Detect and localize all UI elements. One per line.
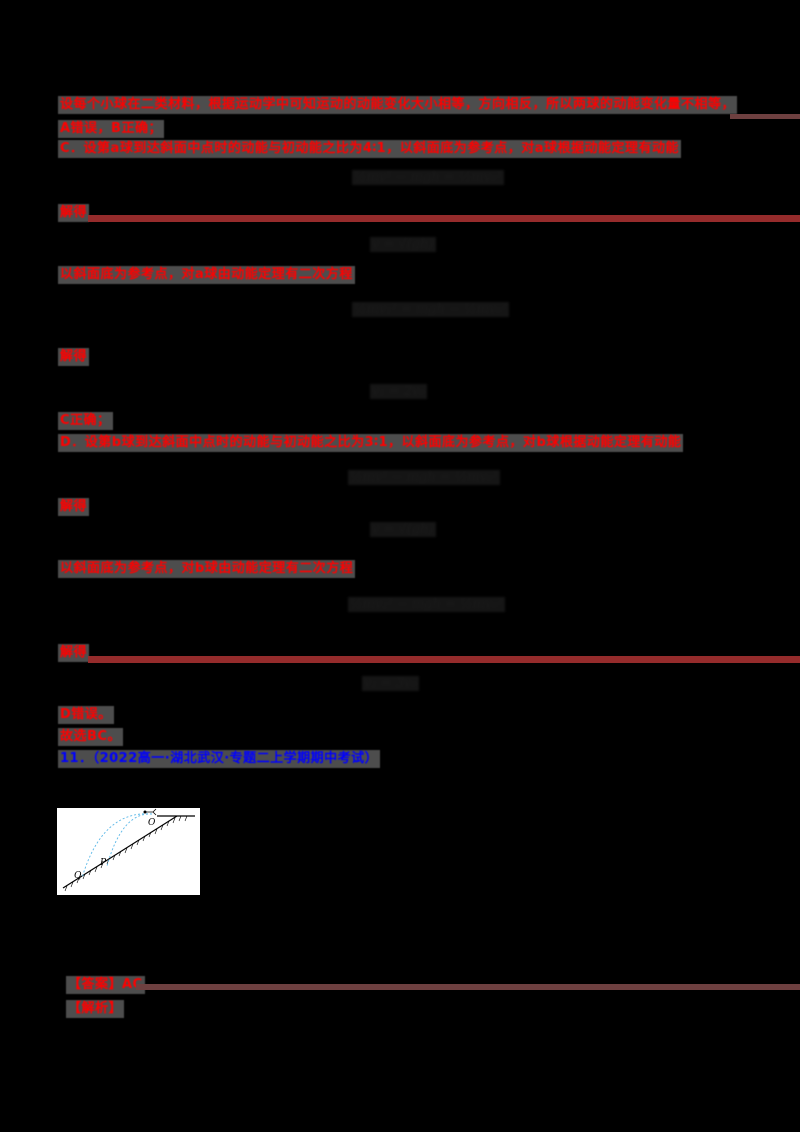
text-line: 设每个小球在二类材料，根据运动学中可知运动的动能变化大小相等，方向相反，所以两球… [58, 96, 738, 114]
solution-text: D．设第b球到达斜面中点时的动能与初动能之比为3∶1，以斜面底为参考点，对b球根… [58, 434, 684, 452]
solution-text: 解得 [58, 204, 90, 222]
divider-rule [88, 215, 800, 222]
text-line: A错误，B正确； [58, 120, 164, 138]
formula-text: ½mv₁² = mgh − ½mv₀² [352, 302, 509, 317]
text-line: D错误。 [58, 706, 114, 724]
solution-text: 解得 [58, 498, 90, 516]
text-line: 故选BC。 [58, 728, 123, 746]
text-line: C．设第a球到达斜面中点时的动能与初动能之比为4∶1，以斜面底为参考点，对a球根… [58, 140, 681, 158]
solution-text: 故选BC。 [58, 728, 123, 746]
solution-text: 以斜面底为参考点，对b球由动能定理有二次方程 [58, 560, 356, 578]
solution-text: C正确； [58, 412, 113, 430]
formula-text: v = √(gh) [370, 237, 436, 252]
text-line: 解得 [58, 498, 90, 516]
formula: v₁ = 2v₀ [370, 384, 427, 399]
solution-text: A错误，B正确； [58, 120, 164, 138]
formula: ½mv₁² = mgh − ½mv₀² [352, 302, 509, 317]
formula-text: ½mv² − mgh = ½mv₀² [348, 470, 500, 485]
solution-text: C．设第a球到达斜面中点时的动能与初动能之比为4∶1，以斜面底为参考点，对a球根… [58, 140, 681, 158]
solution-text: 设每个小球在二类材料，根据运动学中可知运动的动能变化大小相等，方向相反，所以两球… [58, 96, 738, 114]
analysis-line: 【解析】 [66, 1000, 125, 1018]
text-line: C正确； [58, 412, 113, 430]
label-o: O [148, 818, 156, 828]
question-line: 11．（2022高一·湖北武汉·专题二上学期期中考试） [58, 750, 381, 768]
slope-projectile-figure: O P Q [57, 808, 200, 895]
answer-line: 【答案】AC [66, 976, 145, 994]
answer-text: 【答案】AC [66, 976, 145, 994]
formula: ½mv₂² − mgh = ½mv₀² [348, 597, 505, 612]
formula-text: ½mv² − mgh = ½mv₀² [352, 170, 504, 185]
solution-text: 以斜面底为参考点，对a球由动能定理有二次方程 [58, 266, 355, 284]
text-line: 解得 [58, 644, 90, 662]
slope-diagram: O P Q [62, 808, 195, 892]
text-line: 以斜面底为参考点，对b球由动能定理有二次方程 [58, 560, 356, 578]
text-line: 以斜面底为参考点，对a球由动能定理有二次方程 [58, 266, 355, 284]
analysis-label: 【解析】 [66, 1000, 125, 1018]
formula-text: v₁ = 2v₀ [370, 384, 427, 399]
formula-text: v = √(gh) [370, 522, 436, 537]
divider-rule [88, 656, 800, 663]
label-p: P [99, 858, 107, 868]
solution-text: 解得 [58, 348, 90, 366]
formula: v = √(gh) [370, 237, 436, 252]
solution-text: D错误。 [58, 706, 114, 724]
text-line: D．设第b球到达斜面中点时的动能与初动能之比为3∶1，以斜面底为参考点，对b球根… [58, 434, 684, 452]
label-q: Q [74, 871, 82, 881]
divider-rule [136, 984, 800, 990]
text-line: 解得 [58, 348, 90, 366]
solution-text: 解得 [58, 644, 90, 662]
question-text: 11．（2022高一·湖北武汉·专题二上学期期中考试） [58, 750, 381, 768]
formula: v = √(gh) [370, 522, 436, 537]
formula: ½mv² − mgh = ½mv₀² [352, 170, 504, 185]
text-line: 解得 [58, 204, 90, 222]
divider-rule [730, 114, 800, 119]
formula: ½mv² − mgh = ½mv₀² [348, 470, 500, 485]
formula-text: v₂ = 3v₀ [362, 676, 419, 691]
formula-text: ½mv₂² − mgh = ½mv₀² [348, 597, 505, 612]
formula: v₂ = 3v₀ [362, 676, 419, 691]
